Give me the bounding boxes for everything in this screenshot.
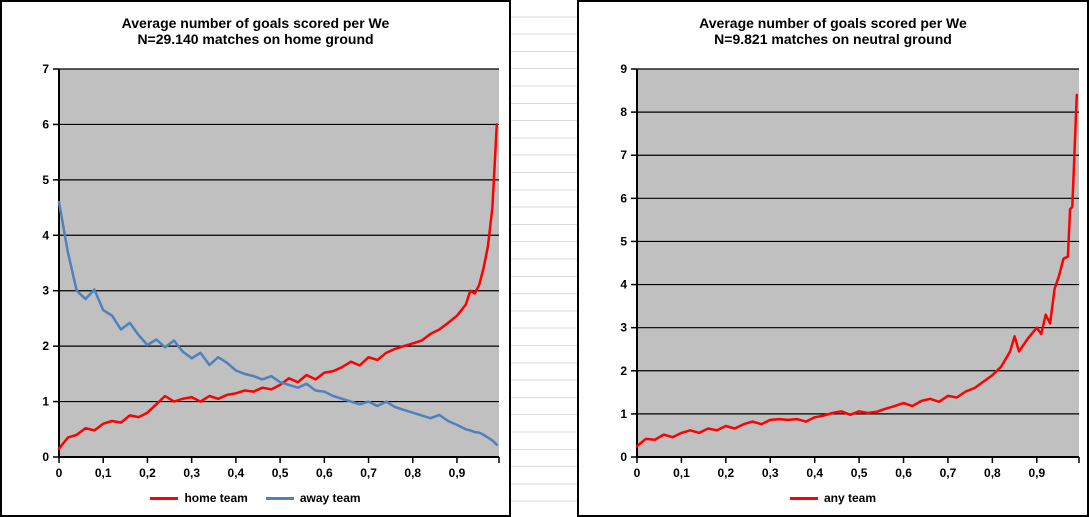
svg-text:5: 5 <box>42 173 49 187</box>
svg-text:0: 0 <box>56 466 63 480</box>
chart-title-line2: N=9.821 matches on neutral ground <box>714 31 952 47</box>
svg-text:0: 0 <box>620 450 627 464</box>
svg-text:0,4: 0,4 <box>228 466 245 480</box>
svg-text:3: 3 <box>42 284 49 298</box>
chart-legend-home-ground: home team away team <box>2 491 509 505</box>
chart-title-home-ground: Average number of goals scored per We N=… <box>2 15 509 47</box>
svg-text:0,6: 0,6 <box>316 466 333 480</box>
chart-title-line1: Average number of goals scored per We <box>121 15 390 31</box>
svg-text:0,1: 0,1 <box>95 466 112 480</box>
svg-text:3: 3 <box>620 321 627 335</box>
svg-text:0,1: 0,1 <box>673 466 690 480</box>
legend-label-away-team: away team <box>299 491 361 505</box>
svg-text:0,8: 0,8 <box>404 466 421 480</box>
worksheet-gridlines <box>511 0 577 517</box>
svg-text:6: 6 <box>42 117 49 131</box>
svg-text:0,9: 0,9 <box>1028 466 1045 480</box>
svg-text:0,8: 0,8 <box>984 466 1001 480</box>
legend-line-swatch-any-team <box>789 496 818 500</box>
svg-text:0: 0 <box>634 466 641 480</box>
svg-text:0,5: 0,5 <box>851 466 868 480</box>
svg-text:2: 2 <box>42 339 49 353</box>
svg-text:1: 1 <box>42 395 49 409</box>
svg-text:6: 6 <box>620 191 627 205</box>
svg-text:0,2: 0,2 <box>139 466 156 480</box>
svg-text:0,2: 0,2 <box>718 466 735 480</box>
chart-title-line2: N=29.140 matches on home ground <box>137 31 374 47</box>
svg-text:0,4: 0,4 <box>806 466 823 480</box>
svg-text:0,5: 0,5 <box>272 466 289 480</box>
svg-text:4: 4 <box>620 278 627 292</box>
chart-object-neutral-ground[interactable]: 0 1 2 3 4 5 6 7 8 9 0 0,1 0,2 0,3 0,4 0,5 0,6 0,7 0,8 0,9 A… <box>577 0 1089 517</box>
svg-text:0,7: 0,7 <box>360 466 377 480</box>
svg-text:7: 7 <box>620 148 627 162</box>
chart-plot-home-ground: 0 1 2 3 4 5 6 7 0 0,1 0,2 0,3 0,4 0,5 0,6 0,7 0,8 0,9 <box>42 62 500 480</box>
legend-item-home-team[interactable]: home team <box>150 491 248 505</box>
svg-text:5: 5 <box>620 234 627 248</box>
svg-text:8: 8 <box>620 105 627 119</box>
svg-text:0,3: 0,3 <box>183 466 200 480</box>
chart-legend-neutral-ground: any team <box>579 491 1087 505</box>
svg-text:4: 4 <box>42 228 49 242</box>
svg-text:1: 1 <box>620 407 627 421</box>
legend-line-swatch-away-team <box>265 496 294 500</box>
svg-text:0: 0 <box>42 450 49 464</box>
legend-item-away-team[interactable]: away team <box>265 491 361 505</box>
svg-text:9: 9 <box>620 62 627 76</box>
svg-text:7: 7 <box>42 62 49 76</box>
svg-text:0,6: 0,6 <box>895 466 912 480</box>
chart-title-neutral-ground: Average number of goals scored per We N=… <box>579 15 1087 47</box>
chart-object-home-ground[interactable]: 0 1 2 3 4 5 6 7 0 0,1 0,2 0,3 0,4 0,5 0,6 0,7 0,8 0,9 Ave… <box>0 0 511 517</box>
legend-label-any-team: any team <box>823 491 877 505</box>
svg-text:0,7: 0,7 <box>940 466 957 480</box>
legend-label-home-team: home team <box>184 491 248 505</box>
svg-text:2: 2 <box>620 364 627 378</box>
legend-item-any-team[interactable]: any team <box>789 491 877 505</box>
chart-title-line1: Average number of goals scored per We <box>699 15 967 31</box>
svg-text:0,9: 0,9 <box>449 466 466 480</box>
svg-text:0,3: 0,3 <box>762 466 779 480</box>
chart-plot-neutral-ground: 0 1 2 3 4 5 6 7 8 9 0 0,1 0,2 0,3 0,4 0,5 0,6 0,7 0,8 0,9 <box>620 62 1080 480</box>
legend-line-swatch-home-team <box>150 496 179 500</box>
